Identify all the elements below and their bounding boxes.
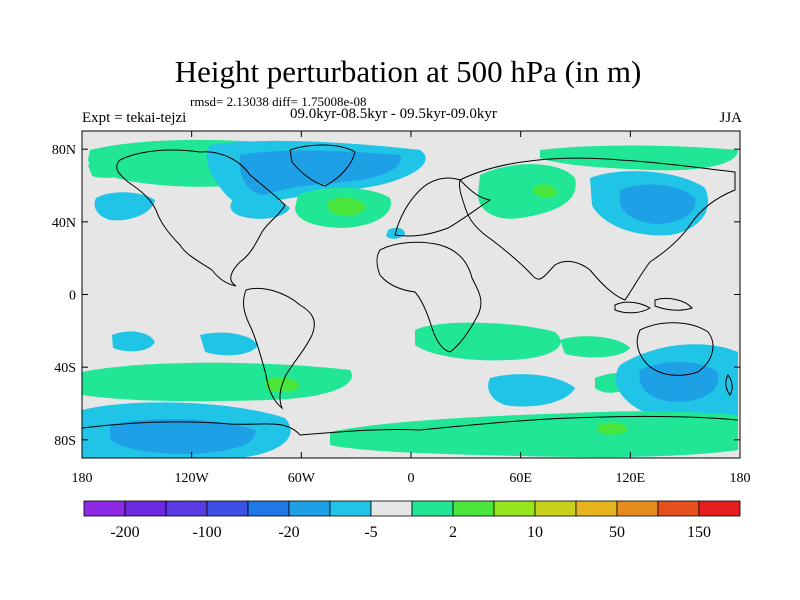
coastline-australia: [636, 322, 714, 376]
colorbar-swatch: [698, 500, 741, 517]
coastline-south-america: [243, 287, 315, 410]
lat-tick-label: 0: [69, 289, 76, 304]
lon-tick-label: 180: [72, 471, 93, 486]
colorbar-swatch: [83, 500, 126, 517]
colorbar-swatch: [452, 500, 495, 517]
colorbar-label: 2: [449, 524, 457, 541]
anomaly-region: [478, 164, 576, 219]
lon-tick-label: 0: [408, 471, 415, 486]
lat-tick-label: 80S: [54, 434, 76, 449]
anomaly-region: [82, 362, 352, 402]
colorbar-swatch: [247, 500, 290, 517]
lon-tick-label: 120W: [175, 471, 210, 486]
colorbar-swatch: [616, 500, 659, 517]
anomaly-region: [94, 192, 155, 221]
anomaly-region: [540, 145, 738, 171]
lat-tick-label: 80N: [52, 143, 76, 158]
experiment-label: Expt = tekai-tejzi: [82, 110, 187, 126]
coastlines: [82, 144, 739, 436]
lon-tick-label: 180: [730, 471, 751, 486]
anomaly-region: [488, 374, 575, 407]
colorbar-label: -200: [110, 524, 139, 541]
coastline-antarctica: [82, 415, 739, 436]
colorbar-swatch: [534, 500, 577, 517]
anomaly-region: [598, 422, 628, 435]
colorbar-swatch: [411, 500, 454, 517]
anomaly-region: [533, 184, 558, 198]
lon-tick-label: 60E: [509, 471, 532, 486]
colorbar-swatch: [329, 500, 372, 517]
coastline-new-zealand: [725, 374, 733, 396]
lat-tick-label: 40N: [52, 216, 76, 231]
colorbar-swatch: [124, 500, 167, 517]
lon-tick-label: 60W: [288, 471, 316, 486]
coastline-africa: [376, 241, 482, 353]
period-label: 09.0kyr-08.5kyr - 09.5kyr-09.0kyr: [290, 106, 497, 122]
anomaly-region: [240, 150, 401, 195]
anomaly-region: [112, 331, 155, 352]
colorbar-swatch: [165, 500, 208, 517]
anomaly-region: [327, 197, 366, 216]
colorbar-swatch: [657, 500, 700, 517]
colorbar-swatch: [370, 500, 413, 517]
colorbar-label: 150: [687, 524, 711, 541]
longitude-axis: 180 120W 60W 0 60E 120E 180: [72, 131, 751, 486]
coastline-europe: [394, 177, 492, 237]
map-title: Height perturbation at 500 hPa (in m): [174, 54, 642, 89]
season-label: JJA: [719, 110, 742, 126]
coastline-indonesia: [654, 297, 693, 311]
colorbar-label: 10: [527, 524, 543, 541]
colorbar-label: -100: [192, 524, 221, 541]
coastline-asia: [459, 157, 736, 301]
colorbar-label: -20: [278, 524, 299, 541]
coastline-greenland: [289, 144, 356, 187]
anomaly-region: [82, 377, 102, 389]
colorbar-labels: -200 -100 -20 -5 2 10 50 150: [110, 524, 711, 541]
anomaly-region: [560, 336, 630, 358]
anomaly-region: [200, 332, 258, 356]
anomaly-region: [110, 418, 256, 454]
colorbar-label: -5: [364, 524, 377, 541]
coastline-indonesia: [614, 301, 651, 314]
lon-tick-label: 120E: [616, 471, 646, 486]
colorbar-swatch: [575, 500, 618, 517]
anomaly-region: [619, 184, 696, 224]
anomaly-field: [82, 139, 738, 458]
lat-tick-label: 40S: [54, 361, 76, 376]
colorbar-swatch: [493, 500, 536, 517]
latitude-axis: 80N 40N 0 40S 80S: [52, 143, 740, 449]
stats-label: rmsd= 2.13038 diff= 1.75008e-08: [190, 94, 367, 109]
colorbar-label: 50: [609, 524, 625, 541]
colorbar-swatch: [206, 500, 249, 517]
colorbar-swatch: [288, 500, 331, 517]
anomaly-region: [330, 411, 738, 458]
colorbar: [83, 500, 741, 517]
coastline-north-america: [116, 149, 286, 287]
anomaly-region: [230, 195, 290, 219]
